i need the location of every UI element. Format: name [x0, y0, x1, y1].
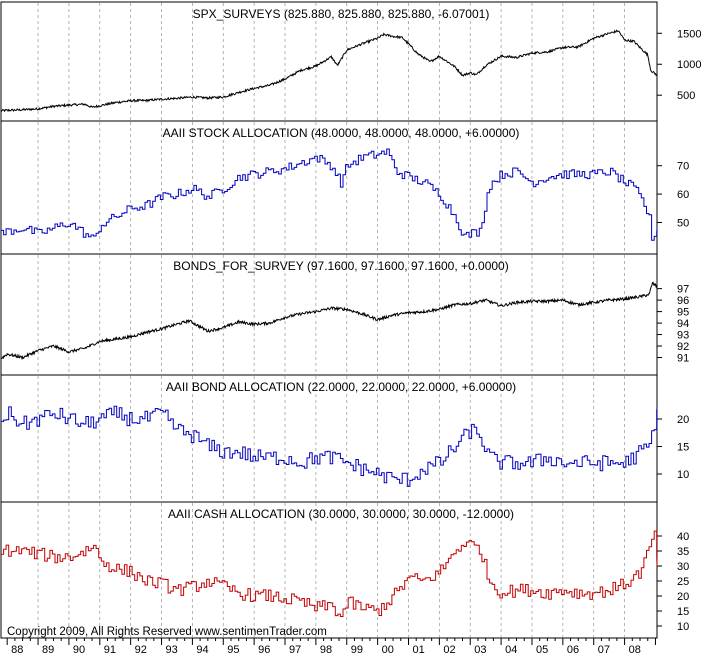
- panel-4: 10 15 20 AAII BOND ALLOCATION (22.0000, 22.…: [0, 374, 689, 503]
- y-tick-label: 97: [677, 284, 689, 296]
- y-tick-label: 20: [677, 414, 689, 426]
- x-tick-label: 05: [536, 644, 548, 655]
- y-tick-label: 93: [677, 330, 689, 342]
- y-tick-label: 95: [677, 307, 689, 319]
- x-tick-label: 89: [42, 644, 54, 655]
- copyright-text: Copyright 2009, All Rights Reserved www.…: [7, 626, 327, 638]
- x-tick-label: 94: [196, 644, 208, 655]
- series-line: [1, 148, 658, 241]
- series-line: [1, 530, 658, 617]
- panel-1: 500 1000 1500 SPX_SURVEYS (825.880, 825.880…: [0, 1, 701, 122]
- x-tick-label: 04: [505, 644, 517, 655]
- x-axis: 88 89 90 91 92 93 94 95 96 97 98 99 00 01 02 03 04 05 06 07…: [6, 638, 656, 655]
- panel-5: 10 15 20 25 30 35 40 AAII CASH ALLOCATION (30.0…: [0, 501, 689, 639]
- y-tick-label: 20: [677, 591, 689, 603]
- y-tick-label: 91: [677, 353, 689, 365]
- x-tick-label: 00: [382, 644, 394, 655]
- x-tick-label: 07: [598, 644, 610, 655]
- x-tick-label: 98: [320, 644, 332, 655]
- x-tick-label: 95: [227, 644, 239, 655]
- y-tick-label: 10: [677, 621, 689, 633]
- y-tick-label: 70: [677, 161, 689, 173]
- y-tick-label: 10: [677, 469, 689, 481]
- series-line: [1, 405, 658, 487]
- y-tick-label: 94: [677, 318, 689, 330]
- panel-2: 50 60 70 AAII STOCK ALLOCATION (48.0000, 48…: [0, 120, 689, 255]
- x-tick-label: 97: [289, 644, 301, 655]
- y-tick-label: 35: [677, 546, 689, 558]
- y-tick-label: 40: [677, 531, 689, 543]
- x-tick-label: 96: [258, 644, 270, 655]
- series-line: [0, 281, 658, 361]
- x-tick-label: 06: [567, 644, 579, 655]
- x-tick-label: 92: [135, 644, 147, 655]
- y-tick-label: 25: [677, 576, 689, 588]
- y-tick-label: 50: [677, 217, 689, 229]
- x-tick-label: 03: [474, 644, 486, 655]
- x-tick-label: 01: [412, 644, 424, 655]
- y-tick-label: 500: [677, 90, 695, 102]
- x-tick-label: 90: [73, 644, 85, 655]
- y-tick-label: 1500: [677, 28, 701, 40]
- panel-title: AAII CASH ALLOCATION (30.0000, 30.0000, …: [168, 507, 514, 521]
- x-tick-label: 02: [443, 644, 455, 655]
- y-tick-label: 15: [677, 606, 689, 618]
- series-line: [0, 29, 658, 113]
- x-tick-label: 91: [104, 644, 116, 655]
- panel-title: BONDS_FOR_SURVEY (97.1600, 97.1600, 97.1…: [173, 259, 508, 273]
- x-tick-label: 99: [351, 644, 363, 655]
- y-tick-label: 60: [677, 189, 689, 201]
- panel-title: AAII BOND ALLOCATION (22.0000, 22.0000, …: [166, 380, 516, 394]
- y-tick-label: 92: [677, 341, 689, 353]
- panel-title: AAII STOCK ALLOCATION (48.0000, 48.0000,…: [163, 126, 520, 140]
- x-tick-label: 93: [166, 644, 178, 655]
- y-tick-label: 30: [677, 561, 689, 573]
- panel-frame: [0, 501, 658, 639]
- panels-layer: 500 1000 1500 SPX_SURVEYS (825.880, 825.880…: [0, 1, 701, 639]
- x-tick-label: 88: [11, 644, 23, 655]
- y-tick-label: 15: [677, 442, 689, 454]
- y-tick-label: 96: [677, 295, 689, 307]
- panel-title: SPX_SURVEYS (825.880, 825.880, 825.880, …: [193, 7, 490, 21]
- y-tick-label: 1000: [677, 59, 701, 71]
- x-tick-label: 08: [629, 644, 641, 655]
